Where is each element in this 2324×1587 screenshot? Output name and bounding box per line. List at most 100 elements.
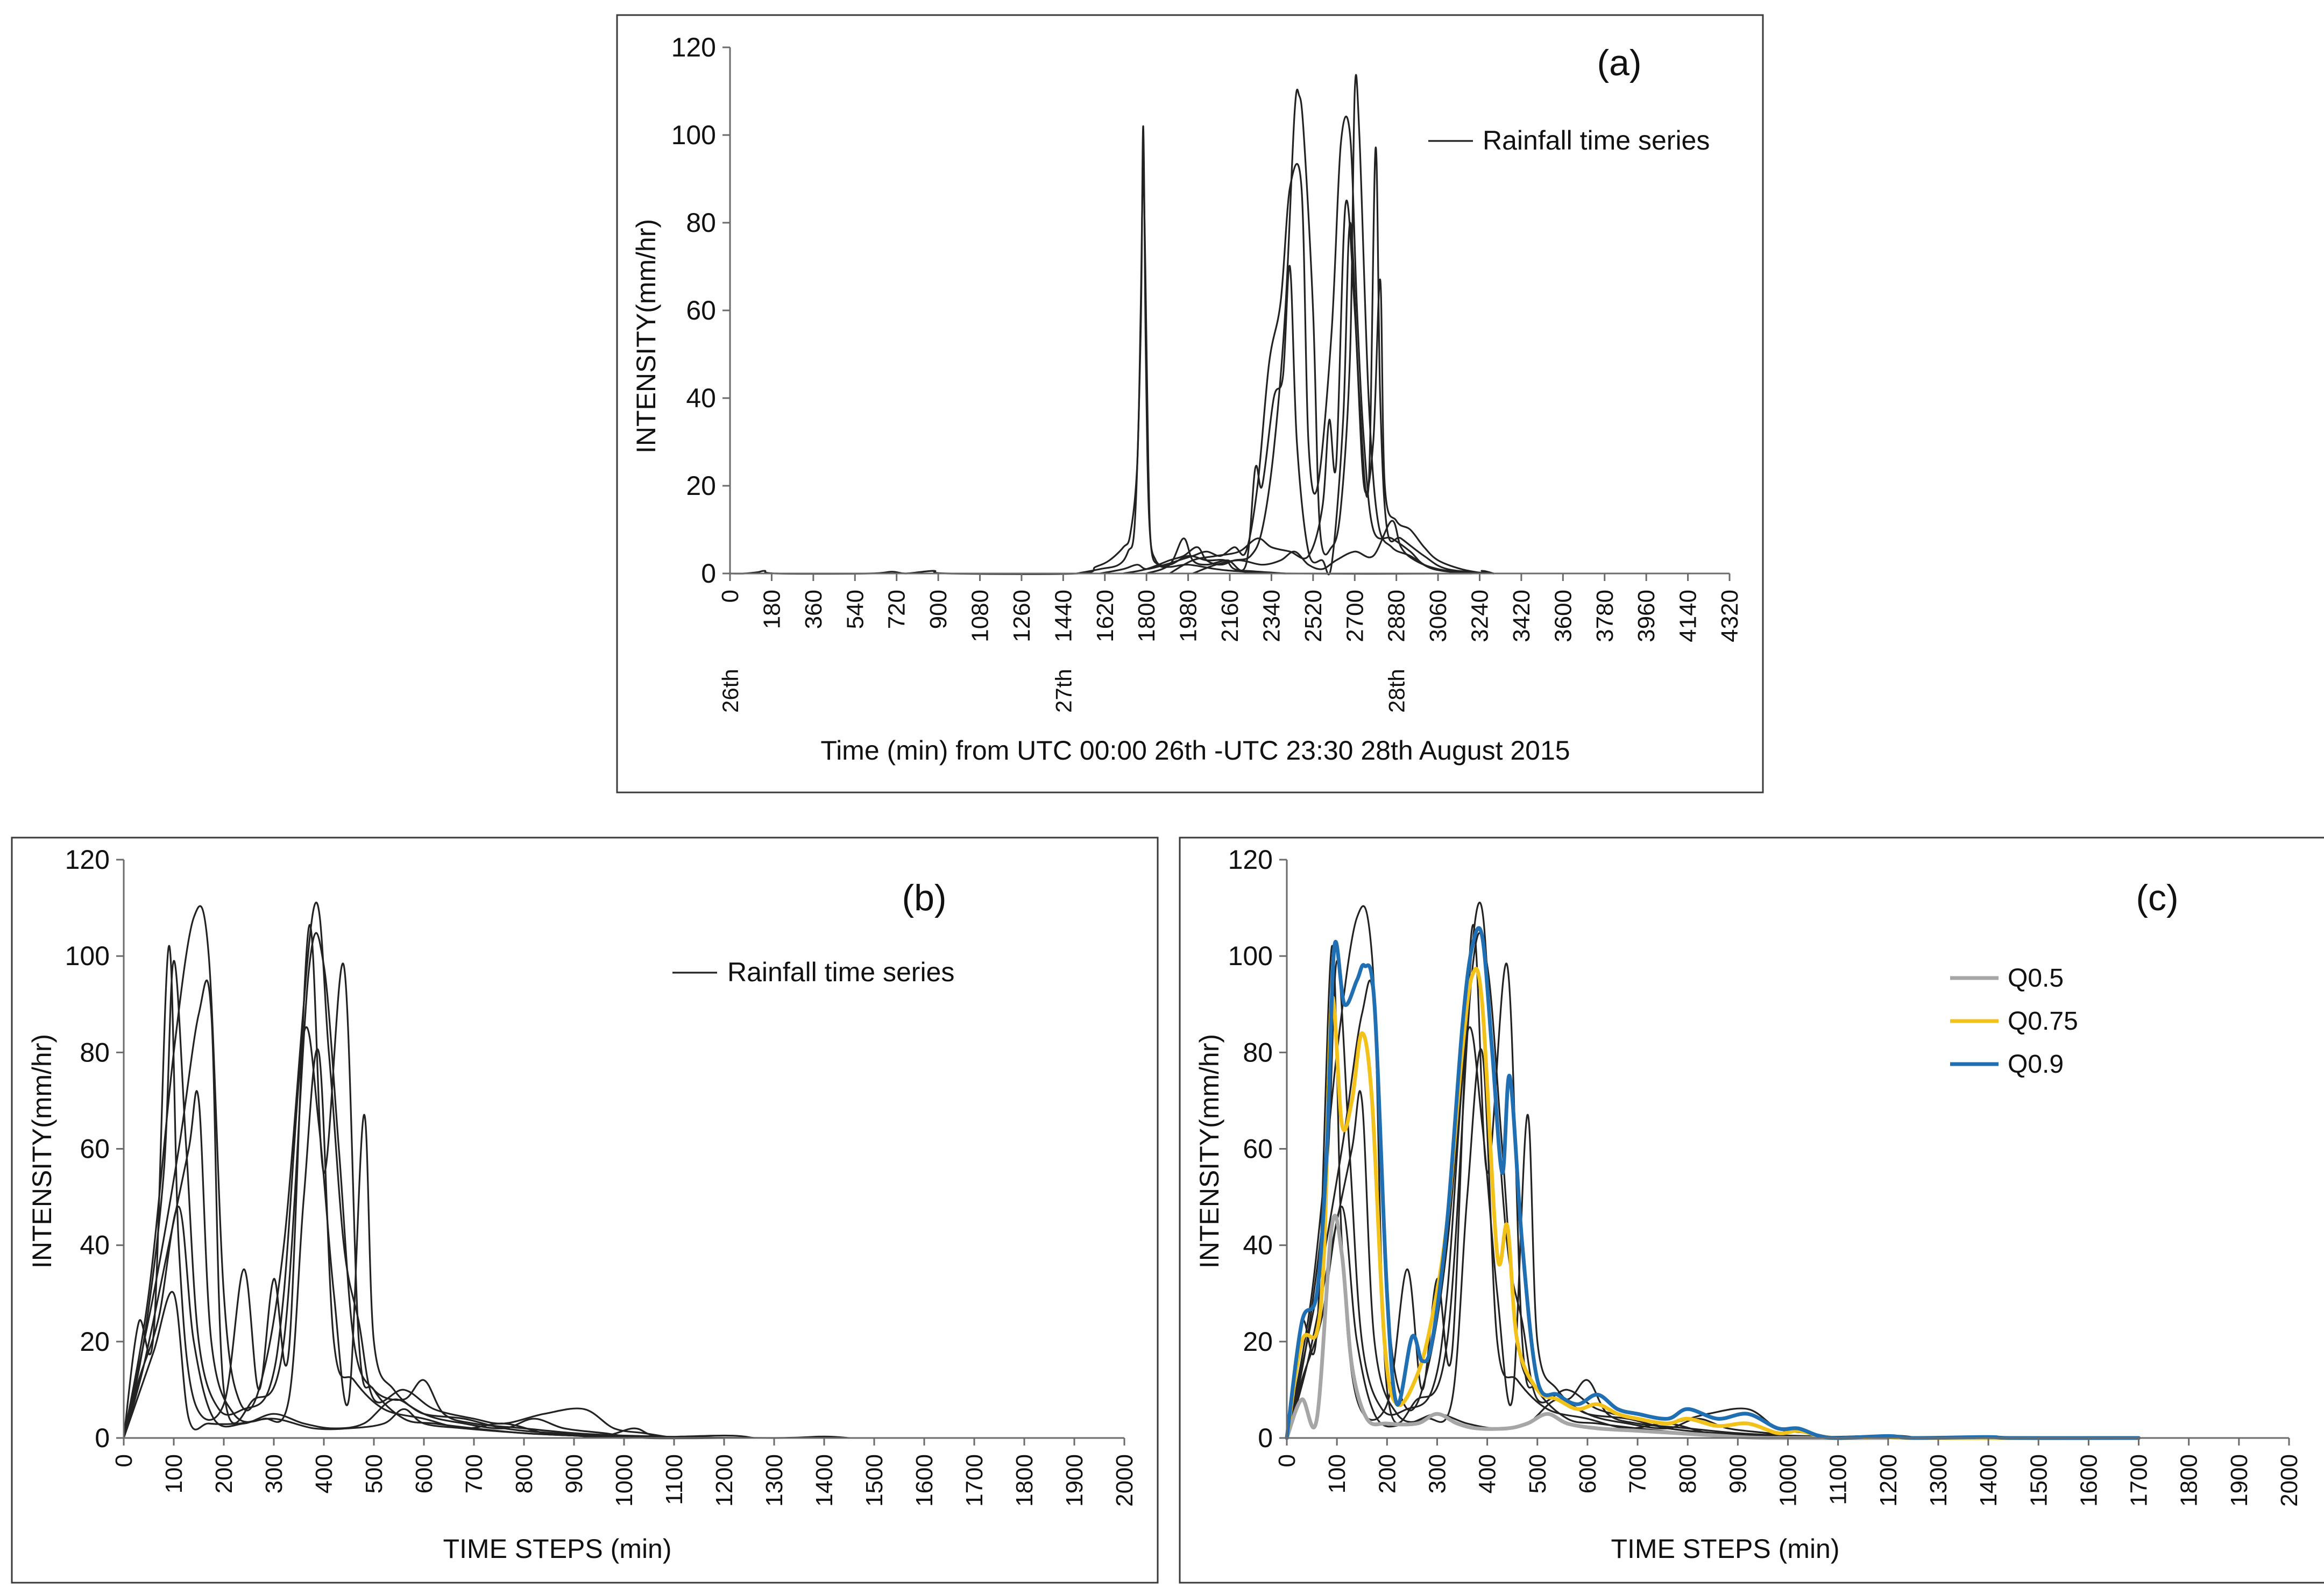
panel-a-x-tick-label: 2700 bbox=[1342, 590, 1368, 642]
panel-b-x-tick-label: 1100 bbox=[661, 1454, 688, 1505]
panel-b-x-tick-label: 1200 bbox=[711, 1454, 738, 1507]
panel-c-x-tick-label: 400 bbox=[1475, 1454, 1501, 1493]
panel-a-frame bbox=[616, 14, 1764, 793]
panel-a-y-tick-label: 100 bbox=[671, 120, 716, 150]
panel-a-day-marker-label: 28th bbox=[1384, 669, 1409, 713]
panel-a-x-tick-label: 720 bbox=[884, 590, 910, 629]
panel-c-y-tick-label: 120 bbox=[1228, 845, 1273, 875]
panel-b-x-tick-label: 500 bbox=[361, 1454, 387, 1493]
panel-c-x-tick-label: 2000 bbox=[2276, 1454, 2302, 1507]
panel-c-x-tick-label: 1700 bbox=[2126, 1454, 2152, 1507]
panel-b-x-tick-label: 100 bbox=[161, 1454, 187, 1493]
panel-b-rainfall-series-4 bbox=[123, 932, 725, 1439]
legend-label-q075: Q0.75 bbox=[2008, 1007, 2078, 1036]
panel-b-x-tick-label: 1900 bbox=[1061, 1454, 1088, 1507]
panel-a-x-tick-label: 4320 bbox=[1717, 590, 1743, 642]
panel-b-rainfall-series-5 bbox=[123, 1048, 755, 1439]
panel-c-y-axis-title: INTENSITY(mm/hr) bbox=[1194, 1034, 1224, 1269]
panel-a-x-tick-label: 2160 bbox=[1217, 590, 1243, 642]
panel-c-x-tick-label: 1300 bbox=[1925, 1454, 1952, 1507]
panel-b-x-tick-label: 700 bbox=[461, 1454, 487, 1493]
panel-b-x-tick-label: 1400 bbox=[811, 1454, 838, 1507]
panel-c-frame bbox=[1179, 837, 2324, 1584]
panel-c-x-tick-label: 1900 bbox=[2226, 1454, 2252, 1507]
panel-a-x-tick-label: 3780 bbox=[1592, 590, 1618, 642]
panel-a-chart: 0 20 40 60 80 100 120 0 180 360 540 720 900 1080 1260 1… bbox=[631, 32, 1743, 766]
panel-a-y-tick-label: 20 bbox=[686, 471, 716, 501]
panel-a-x-tick-label: 1620 bbox=[1092, 590, 1118, 642]
panel-c-rainfall-series-4 bbox=[1286, 932, 1889, 1439]
panel-b-y-tick-label: 100 bbox=[65, 941, 110, 971]
panel-b-x-tick-label: 2000 bbox=[1111, 1454, 1138, 1507]
panel-b-y-tick-label: 120 bbox=[65, 845, 110, 875]
panel-c-x-tick-label: 0 bbox=[1274, 1454, 1300, 1467]
panel-a-y-axis-title: INTENSITY(mm/hr) bbox=[631, 219, 661, 454]
panel-b-legend-label: Rainfall time series bbox=[727, 957, 954, 987]
panel-b-x-tick-label: 1600 bbox=[911, 1454, 938, 1507]
panel-a-y-tick-label: 40 bbox=[686, 383, 716, 413]
panel-b-y-axis-title: INTENSITY(mm/hr) bbox=[27, 1034, 57, 1269]
panel-b-x-tick-label: 1000 bbox=[611, 1454, 637, 1507]
panel-b-x-tick-label: 1300 bbox=[761, 1454, 788, 1507]
panel-c-y-tick-label: 100 bbox=[1228, 941, 1273, 971]
panel-a-rainfall-series-3 bbox=[1099, 116, 1494, 575]
panel-b-x-tick-label: 200 bbox=[211, 1454, 237, 1493]
panel-b-x-axis-title: TIME STEPS (min) bbox=[443, 1534, 671, 1564]
panel-b-y-tick-label: 80 bbox=[80, 1037, 110, 1067]
panel-a-x-tick-label: 0 bbox=[717, 590, 743, 603]
panel-c-x-axis-title: TIME STEPS (min) bbox=[1611, 1534, 1839, 1564]
panel-a-label: (a) bbox=[1597, 42, 1641, 83]
panel-c-legend: Q0.5 Q0.75 Q0.9 bbox=[1950, 964, 2078, 1079]
panel-a-x-tick-label: 2340 bbox=[1258, 590, 1285, 642]
panel-a-x-tick-label: 1800 bbox=[1133, 590, 1160, 642]
panel-a-axes: 0 20 40 60 80 100 120 0 180 360 540 720 900 1080 1260 1… bbox=[671, 32, 1743, 713]
panel-a-rainfall-series-6 bbox=[1168, 200, 1485, 575]
panel-a-rainfall-series-2 bbox=[1076, 125, 1286, 575]
panel-b-x-tick-label: 1800 bbox=[1011, 1454, 1038, 1507]
panel-c-x-tick-label: 1800 bbox=[2176, 1454, 2202, 1507]
panel-c-x-tick-label: 600 bbox=[1575, 1454, 1601, 1493]
panel-c-y-tick-label: 20 bbox=[1243, 1327, 1273, 1357]
panel-a-y-tick-label: 120 bbox=[671, 32, 716, 62]
legend-label-q05: Q0.5 bbox=[2008, 964, 2064, 993]
panel-c-y-tick-label: 80 bbox=[1243, 1037, 1273, 1067]
panel-b-x-tick-label: 600 bbox=[411, 1454, 437, 1493]
panel-a-x-tick-label: 1260 bbox=[1009, 590, 1035, 642]
panel-c-quantile-Q09-line bbox=[1285, 926, 2141, 1440]
panel-a-x-tick-label: 900 bbox=[925, 590, 952, 629]
panel-a-x-tick-label: 3600 bbox=[1550, 590, 1576, 642]
panel-b-x-tick-label: 900 bbox=[561, 1454, 587, 1493]
panel-a-x-tick-label: 1980 bbox=[1175, 590, 1202, 642]
panel-a-rainfall-series-5 bbox=[1145, 146, 1494, 576]
panel-c-quantile-Q05-line bbox=[1285, 1214, 1890, 1440]
panel-c-x-tick-label: 800 bbox=[1675, 1454, 1701, 1493]
panel-b-series-group bbox=[123, 902, 851, 1440]
panel-a-x-tick-label: 2520 bbox=[1300, 590, 1327, 642]
panel-b-rainfall-series-7 bbox=[123, 1291, 851, 1439]
panel-a-x-tick-label: 360 bbox=[800, 590, 827, 629]
panel-a-x-axis-title: Time (min) from UTC 00:00 26th -UTC 23:3… bbox=[820, 735, 1570, 766]
panel-b-rainfall-series-1 bbox=[123, 924, 675, 1439]
panel-b-frame bbox=[11, 837, 1159, 1584]
panel-b-y-tick-label: 20 bbox=[80, 1327, 110, 1357]
panel-c-rainfall-series-5 bbox=[1286, 1048, 1919, 1439]
panel-a-x-tick-label: 3060 bbox=[1425, 590, 1451, 642]
panel-b-x-tick-label: 1700 bbox=[961, 1454, 988, 1507]
panel-b-y-tick-label: 60 bbox=[80, 1134, 110, 1164]
panel-a-x-tick-label: 4140 bbox=[1675, 590, 1702, 642]
panel-c-x-tick-label: 1500 bbox=[2025, 1454, 2052, 1507]
panel-b-x-tick-label: 0 bbox=[111, 1454, 137, 1467]
panel-c-label: (c) bbox=[2136, 877, 2178, 918]
panel-b-rainfall-series-3 bbox=[123, 902, 675, 1439]
panel-b-rainfall-series-6 bbox=[123, 1206, 695, 1439]
panel-c-x-tick-label: 100 bbox=[1324, 1454, 1350, 1493]
panel-a-x-tick-label: 3240 bbox=[1467, 590, 1493, 642]
panel-a-day-marker-label: 27th bbox=[1051, 669, 1076, 713]
panel-c-rainfall-series-6 bbox=[1286, 1206, 1859, 1439]
panel-b-y-tick-label: 40 bbox=[80, 1230, 110, 1260]
panel-c-x-tick-label: 200 bbox=[1374, 1454, 1400, 1493]
panel-c-y-tick-label: 60 bbox=[1243, 1134, 1273, 1164]
